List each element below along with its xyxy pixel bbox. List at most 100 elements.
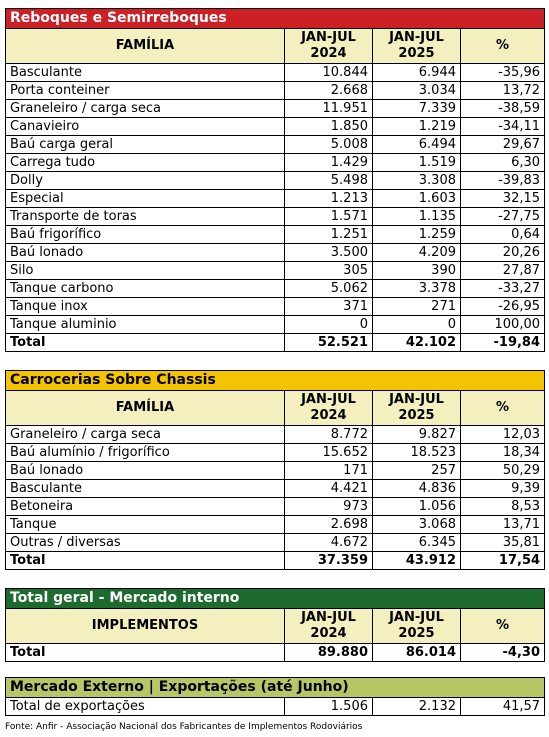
total-2025: 42.102 [372,333,461,352]
row-2025: 18.523 [372,443,461,462]
table-row: Baú lonado 171 257 50,29 [5,461,546,480]
row-name: Graneleiro / carga seca [5,99,285,118]
row-percent: 18,34 [459,443,546,462]
table-row: Baú lonado 3.500 4.209 20,26 [5,243,546,262]
row-name: Graneleiro / carga seca [5,425,285,444]
row-name: Betoneira [5,497,285,516]
row-percent: -38,59 [459,99,546,118]
row-percent: 12,03 [459,425,546,444]
header-2025: JAN-JUL 2025 [372,390,461,426]
row-2025: 1.135 [372,207,461,226]
row-2024: 1.571 [284,207,373,226]
row-2024: 2.668 [284,81,373,100]
table-header-row: FAMÍLIA JAN-JUL 2024 JAN-JUL 2025 % [5,390,546,426]
row-2024: 8.772 [284,425,373,444]
row-percent: 27,87 [459,261,546,280]
row-percent: 20,26 [459,243,546,262]
row-2025: 7.339 [372,99,461,118]
row-name: Canavieiro [5,117,285,136]
section-title-bar: Mercado Externo | Exportações (até Junho… [4,677,546,698]
row-name: Transporte de toras [5,207,285,226]
row-name: Tanque inox [5,297,285,316]
table-row: Outras / diversas 4.672 6.345 35,81 [5,533,546,552]
table-row: Canavieiro 1.850 1.219 -34,11 [5,117,546,136]
row-name: Especial [5,189,285,208]
row-name: Basculante [5,479,285,498]
header-familia: FAMÍLIA [5,28,285,64]
total-2025: 43.912 [372,551,461,570]
total-2024: 1.506 [284,697,373,716]
row-2024: 1.850 [284,117,373,136]
row-2024: 3.500 [284,243,373,262]
row-percent: 9,39 [459,479,546,498]
table-row: Graneleiro / carga seca 11.951 7.339 -38,59 [5,99,546,118]
row-percent: 35,81 [459,533,546,552]
row-2025: 6.944 [372,63,461,82]
row-2024: 1.429 [284,153,373,172]
row-2024: 305 [284,261,373,280]
header-2024: JAN-JUL 2024 [284,608,373,644]
row-2024: 371 [284,297,373,316]
row-name: Silo [5,261,285,280]
exportacoes-table: Mercado Externo | Exportações (até Junho… [4,677,546,716]
row-percent: -39,83 [459,171,546,190]
row-2024: 5.498 [284,171,373,190]
total-row: Total 52.521 42.102 -19,84 [5,333,546,352]
total-percent: 41,57 [459,697,546,716]
total-2024: 89.880 [284,643,373,662]
header-2025: JAN-JUL 2025 [372,28,461,64]
row-percent: -35,96 [459,63,546,82]
row-percent: -33,27 [459,279,546,298]
header-percent: % [459,390,546,426]
row-2025: 4.209 [372,243,461,262]
row-name: Tanque carbono [5,279,285,298]
row-name: Porta conteiner [5,81,285,100]
row-2025: 3.034 [372,81,461,100]
row-2025: 6.345 [372,533,461,552]
header-implementos: IMPLEMENTOS [5,608,285,644]
mercado-interno-table: Total geral - Mercado interno IMPLEMENTO… [4,588,546,662]
table-row: Baú frigorífico 1.251 1.259 0,64 [5,225,546,244]
total-2024: 52.521 [284,333,373,352]
row-2024: 171 [284,461,373,480]
table-row: Tanque aluminio 0 0 100,00 [5,315,546,334]
section-title: Total geral - Mercado interno [4,588,546,609]
table-row: Tanque carbono 5.062 3.378 -33,27 [5,279,546,298]
header-2024: JAN-JUL 2024 [284,390,373,426]
row-percent: 32,15 [459,189,546,208]
total-label: Total de exportações [5,697,285,716]
carrocerias-table: Carrocerias Sobre Chassis FAMÍLIA JAN-JU… [4,370,546,570]
header-familia: FAMÍLIA [5,390,285,426]
row-2025: 9.827 [372,425,461,444]
section-title: Carrocerias Sobre Chassis [4,370,546,391]
row-percent: 50,29 [459,461,546,480]
row-name: Baú carga geral [5,135,285,154]
total-2025: 86.014 [372,643,461,662]
row-name: Basculante [5,63,285,82]
total-2024: 37.359 [284,551,373,570]
total-label: Total [5,551,285,570]
header-percent: % [459,28,546,64]
row-2024: 5.062 [284,279,373,298]
row-percent: 13,71 [459,515,546,534]
row-percent: -26,95 [459,297,546,316]
row-2025: 3.308 [372,171,461,190]
table-row: Carrega tudo 1.429 1.519 6,30 [5,153,546,172]
row-name: Dolly [5,171,285,190]
row-2025: 6.494 [372,135,461,154]
row-2025: 1.056 [372,497,461,516]
table-row: Dolly 5.498 3.308 -39,83 [5,171,546,190]
table-row: Transporte de toras 1.571 1.135 -27,75 [5,207,546,226]
table-row: Basculante 10.844 6.944 -35,96 [5,63,546,82]
table-row: Baú carga geral 5.008 6.494 29,67 [5,135,546,154]
row-percent: 13,72 [459,81,546,100]
total-2025: 2.132 [372,697,461,716]
total-label: Total [5,333,285,352]
row-2024: 4.672 [284,533,373,552]
total-percent: -19,84 [459,333,546,352]
row-name: Tanque aluminio [5,315,285,334]
row-2025: 390 [372,261,461,280]
table-header-row: FAMÍLIA JAN-JUL 2024 JAN-JUL 2025 % [5,28,546,64]
row-name: Baú lonado [5,461,285,480]
section-title: Mercado Externo | Exportações (até Junho… [4,677,546,698]
